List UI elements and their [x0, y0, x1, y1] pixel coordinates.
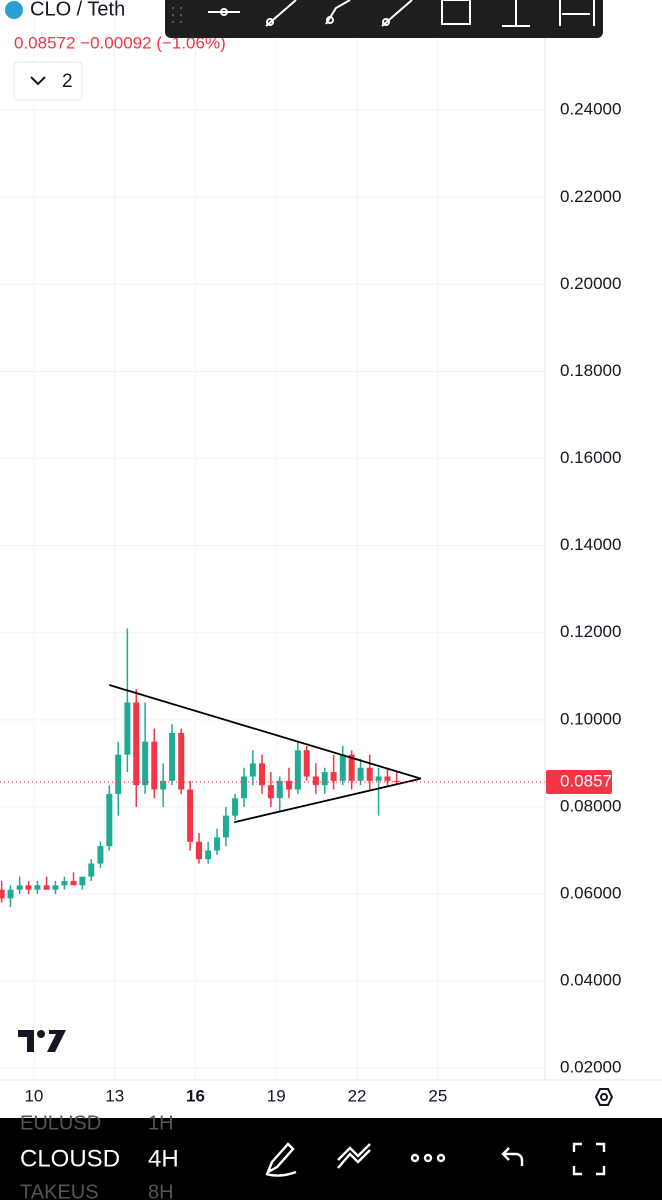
- candle-body: [97, 846, 104, 864]
- candle-body: [7, 889, 14, 899]
- last-price-label: 0.08572: [560, 772, 621, 791]
- tool-trend-line[interactable]: [381, 0, 413, 27]
- candle-body: [178, 732, 185, 790]
- candle-body: [25, 885, 32, 890]
- candle-body: [52, 885, 59, 890]
- candle-body: [16, 885, 23, 890]
- candle-body: [70, 880, 77, 886]
- candle-body: [357, 767, 364, 781]
- y-tick-label: 0.22000: [560, 187, 621, 206]
- candle-body: [0, 889, 5, 899]
- last-price-badge: [546, 770, 612, 795]
- candle-body: [169, 732, 176, 781]
- candle-body: [160, 780, 167, 790]
- x-tick-label: 22: [348, 1086, 367, 1105]
- more-button[interactable]: [410, 1153, 446, 1163]
- tool-price-range[interactable]: [502, 0, 530, 27]
- bottom-bar: [0, 1118, 662, 1200]
- candle-body: [375, 776, 382, 781]
- candle-body: [124, 702, 131, 755]
- symbol-selected[interactable]: CLOUSD: [20, 1145, 120, 1172]
- trend-line: [234, 777, 422, 824]
- candle-body: [294, 750, 301, 790]
- draw-button[interactable]: [265, 1142, 297, 1177]
- tool-horizontal-ray[interactable]: [208, 8, 240, 16]
- y-tick-label: 0.14000: [560, 535, 621, 554]
- drawing-toolbar: [165, 0, 603, 38]
- candle-body: [393, 780, 400, 783]
- candle-body: [151, 741, 158, 790]
- candle-body: [366, 767, 373, 781]
- candle-body: [258, 763, 265, 786]
- candle-body: [142, 741, 149, 786]
- candle-body: [384, 776, 391, 781]
- trend-line: [109, 684, 422, 780]
- indicators-button[interactable]: [337, 1143, 371, 1169]
- plot: [0, 628, 545, 908]
- candle-body: [205, 850, 212, 860]
- x-tick-label: 10: [24, 1086, 43, 1105]
- candle-body: [267, 785, 274, 799]
- y-tick-label: 0.16000: [560, 448, 621, 467]
- candle-body: [34, 885, 41, 890]
- candle-body: [43, 885, 50, 890]
- undo-button[interactable]: [501, 1147, 524, 1166]
- layout-button[interactable]: [13, 61, 83, 101]
- y-tick-label: 0.10000: [560, 709, 621, 728]
- fullscreen-button[interactable]: [572, 1142, 606, 1176]
- symbol-option[interactable]: EULUSD: [20, 1112, 101, 1134]
- candle-body: [195, 841, 202, 860]
- tool-date-range[interactable]: [559, 0, 595, 26]
- candle-body: [303, 750, 310, 777]
- grid: [0, 0, 545, 1080]
- candle-body: [133, 702, 140, 786]
- y-tick-label: 0.04000: [560, 971, 621, 990]
- candle-body: [249, 763, 256, 777]
- candle-body: [285, 780, 292, 790]
- quote: 0.08572 −0.00092 (−1.06%): [14, 33, 226, 52]
- candle-body: [222, 815, 229, 838]
- candle-body: [214, 837, 221, 851]
- symbol-logo: [5, 1, 23, 19]
- candle-body: [321, 772, 328, 786]
- candle-body: [115, 754, 122, 794]
- candle-body: [187, 789, 194, 842]
- y-tick-label: 0.20000: [560, 274, 621, 293]
- y-tick-label: 0.18000: [560, 361, 621, 380]
- candle-body: [61, 880, 68, 886]
- tradingview-logo: [18, 1030, 66, 1052]
- candle-body: [348, 754, 355, 781]
- x-tick-label: 13: [105, 1086, 124, 1105]
- candle-body: [88, 863, 95, 877]
- x-tick-label: 25: [428, 1086, 447, 1105]
- interval-option[interactable]: 8H: [148, 1181, 174, 1200]
- candle-body: [106, 793, 113, 847]
- candle-body: [276, 780, 283, 799]
- tool-rectangle[interactable]: [441, 0, 471, 25]
- layout-count: 2: [62, 71, 73, 92]
- y-tick-label: 0.06000: [560, 884, 621, 903]
- x-tick-label: 16: [186, 1086, 205, 1105]
- symbol-option[interactable]: TAKEUS: [20, 1181, 99, 1200]
- tool-arrow[interactable]: [265, 0, 297, 27]
- symbol[interactable]: CLO / Teth: [30, 0, 125, 20]
- y-tick-label: 0.24000: [560, 100, 621, 119]
- candle-body: [339, 754, 346, 781]
- candle-body: [312, 776, 319, 786]
- y-tick-label: 0.08000: [560, 796, 621, 815]
- chevron: [30, 76, 46, 86]
- y-tick-label: 0.02000: [560, 1058, 621, 1077]
- candle-body: [330, 772, 337, 781]
- interval-option[interactable]: 1H: [148, 1112, 174, 1134]
- candle-body: [232, 798, 239, 816]
- x-tick-label: 19: [267, 1086, 286, 1105]
- settings-button[interactable]: [594, 1088, 614, 1106]
- candle-body: [79, 876, 86, 886]
- interval-selected[interactable]: 4H: [148, 1145, 179, 1172]
- candle-body: [240, 776, 247, 799]
- tool-path[interactable]: [325, 0, 351, 25]
- y-tick-label: 0.12000: [560, 622, 621, 641]
